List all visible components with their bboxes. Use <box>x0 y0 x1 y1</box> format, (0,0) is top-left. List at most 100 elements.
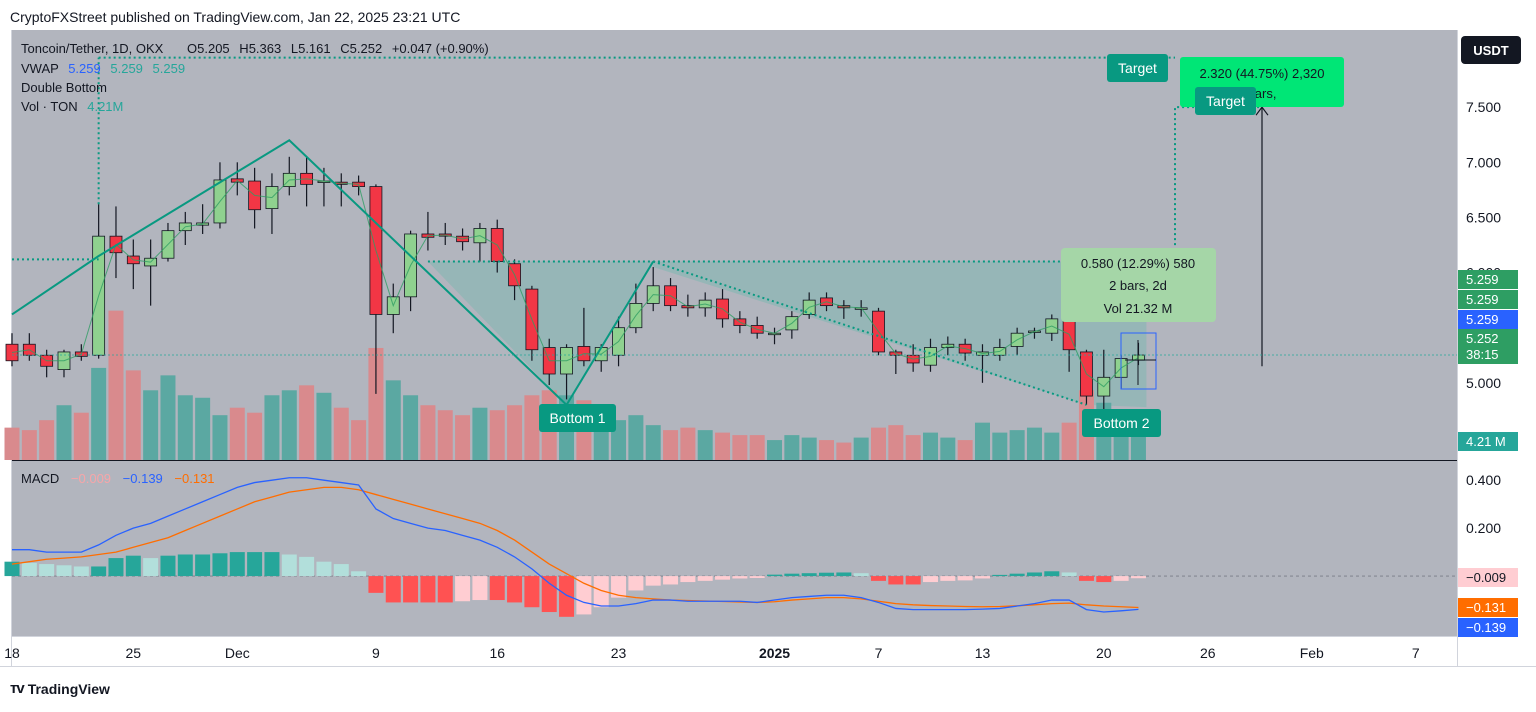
macd-histogram-bar <box>940 576 956 581</box>
legend-vwap-2: 5.259 <box>110 61 143 76</box>
legend-ohlc: O5.205 H5.363 L5.161 C5.252 +0.047 (+0.9… <box>187 41 489 56</box>
vwap-line <box>11 178 1139 388</box>
macd-line-badge-text: −0.139 <box>1466 620 1506 635</box>
macd-histogram-bar <box>247 552 263 577</box>
macd-histogram-bar <box>299 556 315 577</box>
vwap-badge-b-bg <box>1458 290 1518 309</box>
macd-legend-hist: −0.009 <box>71 471 111 486</box>
macd-histogram-bar <box>853 573 869 577</box>
macd-histogram-bar <box>91 566 107 577</box>
macd-pane[interactable] <box>12 461 1457 636</box>
volume-bar <box>645 425 661 460</box>
legend-vwap-label: VWAP <box>21 61 59 76</box>
time-tick-label: Dec <box>225 645 250 661</box>
currency-button[interactable]: USDT <box>1461 36 1521 64</box>
published-header: CryptoFXStreet published on TradingView.… <box>10 9 461 25</box>
volume-bar <box>316 392 332 460</box>
macd-histogram-bar <box>611 576 627 598</box>
macd-histogram-bar <box>576 576 592 615</box>
price-tick-label: 7.500 <box>1466 99 1501 115</box>
macd-histogram-bar <box>385 576 401 603</box>
macd-histogram-bar <box>888 576 904 585</box>
measure-box[interactable]: 0.580 (12.29%) 580 2 bars, 2d Vol 21.32 M <box>1061 248 1216 322</box>
bottom1-label[interactable]: Bottom 1 <box>539 404 616 432</box>
legend-low: 5.161 <box>298 41 331 56</box>
legend-high: 5.363 <box>249 41 282 56</box>
macd-histogram-bar <box>1096 576 1112 583</box>
volume-bar <box>871 427 886 460</box>
volume-bar <box>697 430 713 460</box>
macd-line <box>12 477 1139 613</box>
macd-histogram-bar <box>229 552 245 577</box>
macd-histogram-bar <box>108 558 124 577</box>
target2-label[interactable]: Target <box>1195 87 1256 115</box>
bottom2-label-bg <box>1082 409 1161 437</box>
volume-bar <box>368 347 384 460</box>
legend-change: +0.047 (+0.90%) <box>392 41 489 56</box>
time-tick-label: Feb <box>1300 645 1324 661</box>
target2-label-bg <box>1195 87 1256 115</box>
macd-histogram-bar <box>957 576 973 581</box>
volume-bar <box>628 415 644 460</box>
volume-bar <box>940 437 956 460</box>
currency-button-label[interactable]: USDT <box>1473 43 1508 58</box>
macd-histogram-bar <box>125 555 141 577</box>
tradingview-brand[interactable]: ᴛᴠ TradingView <box>10 680 110 697</box>
macd-histogram-bar <box>403 576 419 603</box>
measure-line-3: Vol 21.32 M <box>1104 301 1173 316</box>
macd-histogram-bar <box>160 555 176 577</box>
price-tick-label: 6.500 <box>1466 209 1501 225</box>
macd-histogram-bar <box>264 552 280 577</box>
macd-histogram-bar <box>1009 573 1025 577</box>
measure-line-1: 0.580 (12.29%) 580 <box>1081 256 1195 271</box>
macd-signal-badge-text: −0.131 <box>1466 600 1506 615</box>
time-tick-label: 16 <box>489 645 505 661</box>
selection-rect[interactable] <box>1120 332 1157 390</box>
macd-histogram-bar <box>1130 576 1146 579</box>
macd-histogram-bar <box>628 576 644 591</box>
last-price-badge-text-2: 38:15 <box>1466 347 1499 362</box>
time-tick-label: 26 <box>1200 645 1216 661</box>
legend-high-label: H <box>239 41 248 56</box>
macd-histogram-bar <box>593 576 609 608</box>
macd-histogram-bar <box>836 572 852 577</box>
volume-bar <box>177 395 193 460</box>
legend-open: 5.205 <box>197 41 230 56</box>
macd-histogram-bar <box>21 562 37 577</box>
volume-bar <box>108 310 124 460</box>
descending-dotted-line <box>652 260 1087 406</box>
macd-histogram-bar <box>645 576 661 586</box>
measure-line-2: 2 bars, 2d <box>1109 278 1167 293</box>
macd-histogram-bar <box>732 576 748 579</box>
macd-histogram-bar <box>1078 576 1094 581</box>
volume-bar <box>472 407 488 460</box>
legend-close: 5.252 <box>350 41 383 56</box>
target1-label-bg <box>1107 54 1168 82</box>
vwap-badge-a-text: 5.259 <box>1466 272 1499 287</box>
time-tick-label: 18 <box>4 645 20 661</box>
macd-histogram-bar <box>143 558 159 577</box>
pattern-area-right <box>653 261 1147 408</box>
macd-histogram-bar <box>1026 572 1042 577</box>
time-tick-label: 9 <box>372 645 380 661</box>
volume-bar <box>143 390 159 460</box>
macd-histogram-bar <box>39 564 55 577</box>
legend-open-label: O <box>187 41 197 56</box>
macd-line-badge-bg <box>1458 618 1518 637</box>
macd-hist-badge-bg <box>1458 568 1518 587</box>
volume-bar <box>767 440 783 460</box>
bottom2-label[interactable]: Bottom 2 <box>1082 409 1161 437</box>
pattern-area-left <box>427 261 654 405</box>
volume-bar <box>905 435 921 460</box>
volume-bar <box>801 437 817 460</box>
macd-line-badge: −0.139 <box>1458 618 1518 637</box>
volume-bar <box>749 435 765 460</box>
target1-label[interactable]: Target <box>1107 54 1168 82</box>
volume-bar <box>403 395 419 460</box>
price-tick-label: 7.000 <box>1466 154 1501 170</box>
macd-histogram-bar <box>1113 576 1129 581</box>
macd-histogram-bar <box>663 576 679 585</box>
macd-histogram-bar <box>974 576 990 579</box>
